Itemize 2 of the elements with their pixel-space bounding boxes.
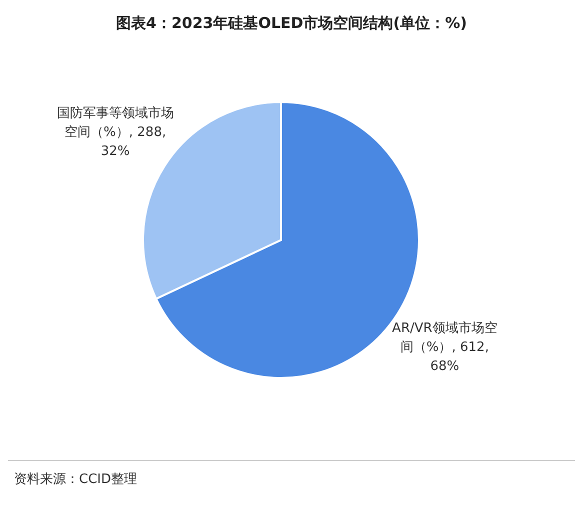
annotation: 资料来源：CCID整理 bbox=[14, 471, 137, 488]
title: 图表4：2023年硅基OLED市场空间结构(单位：%) bbox=[115, 14, 468, 33]
